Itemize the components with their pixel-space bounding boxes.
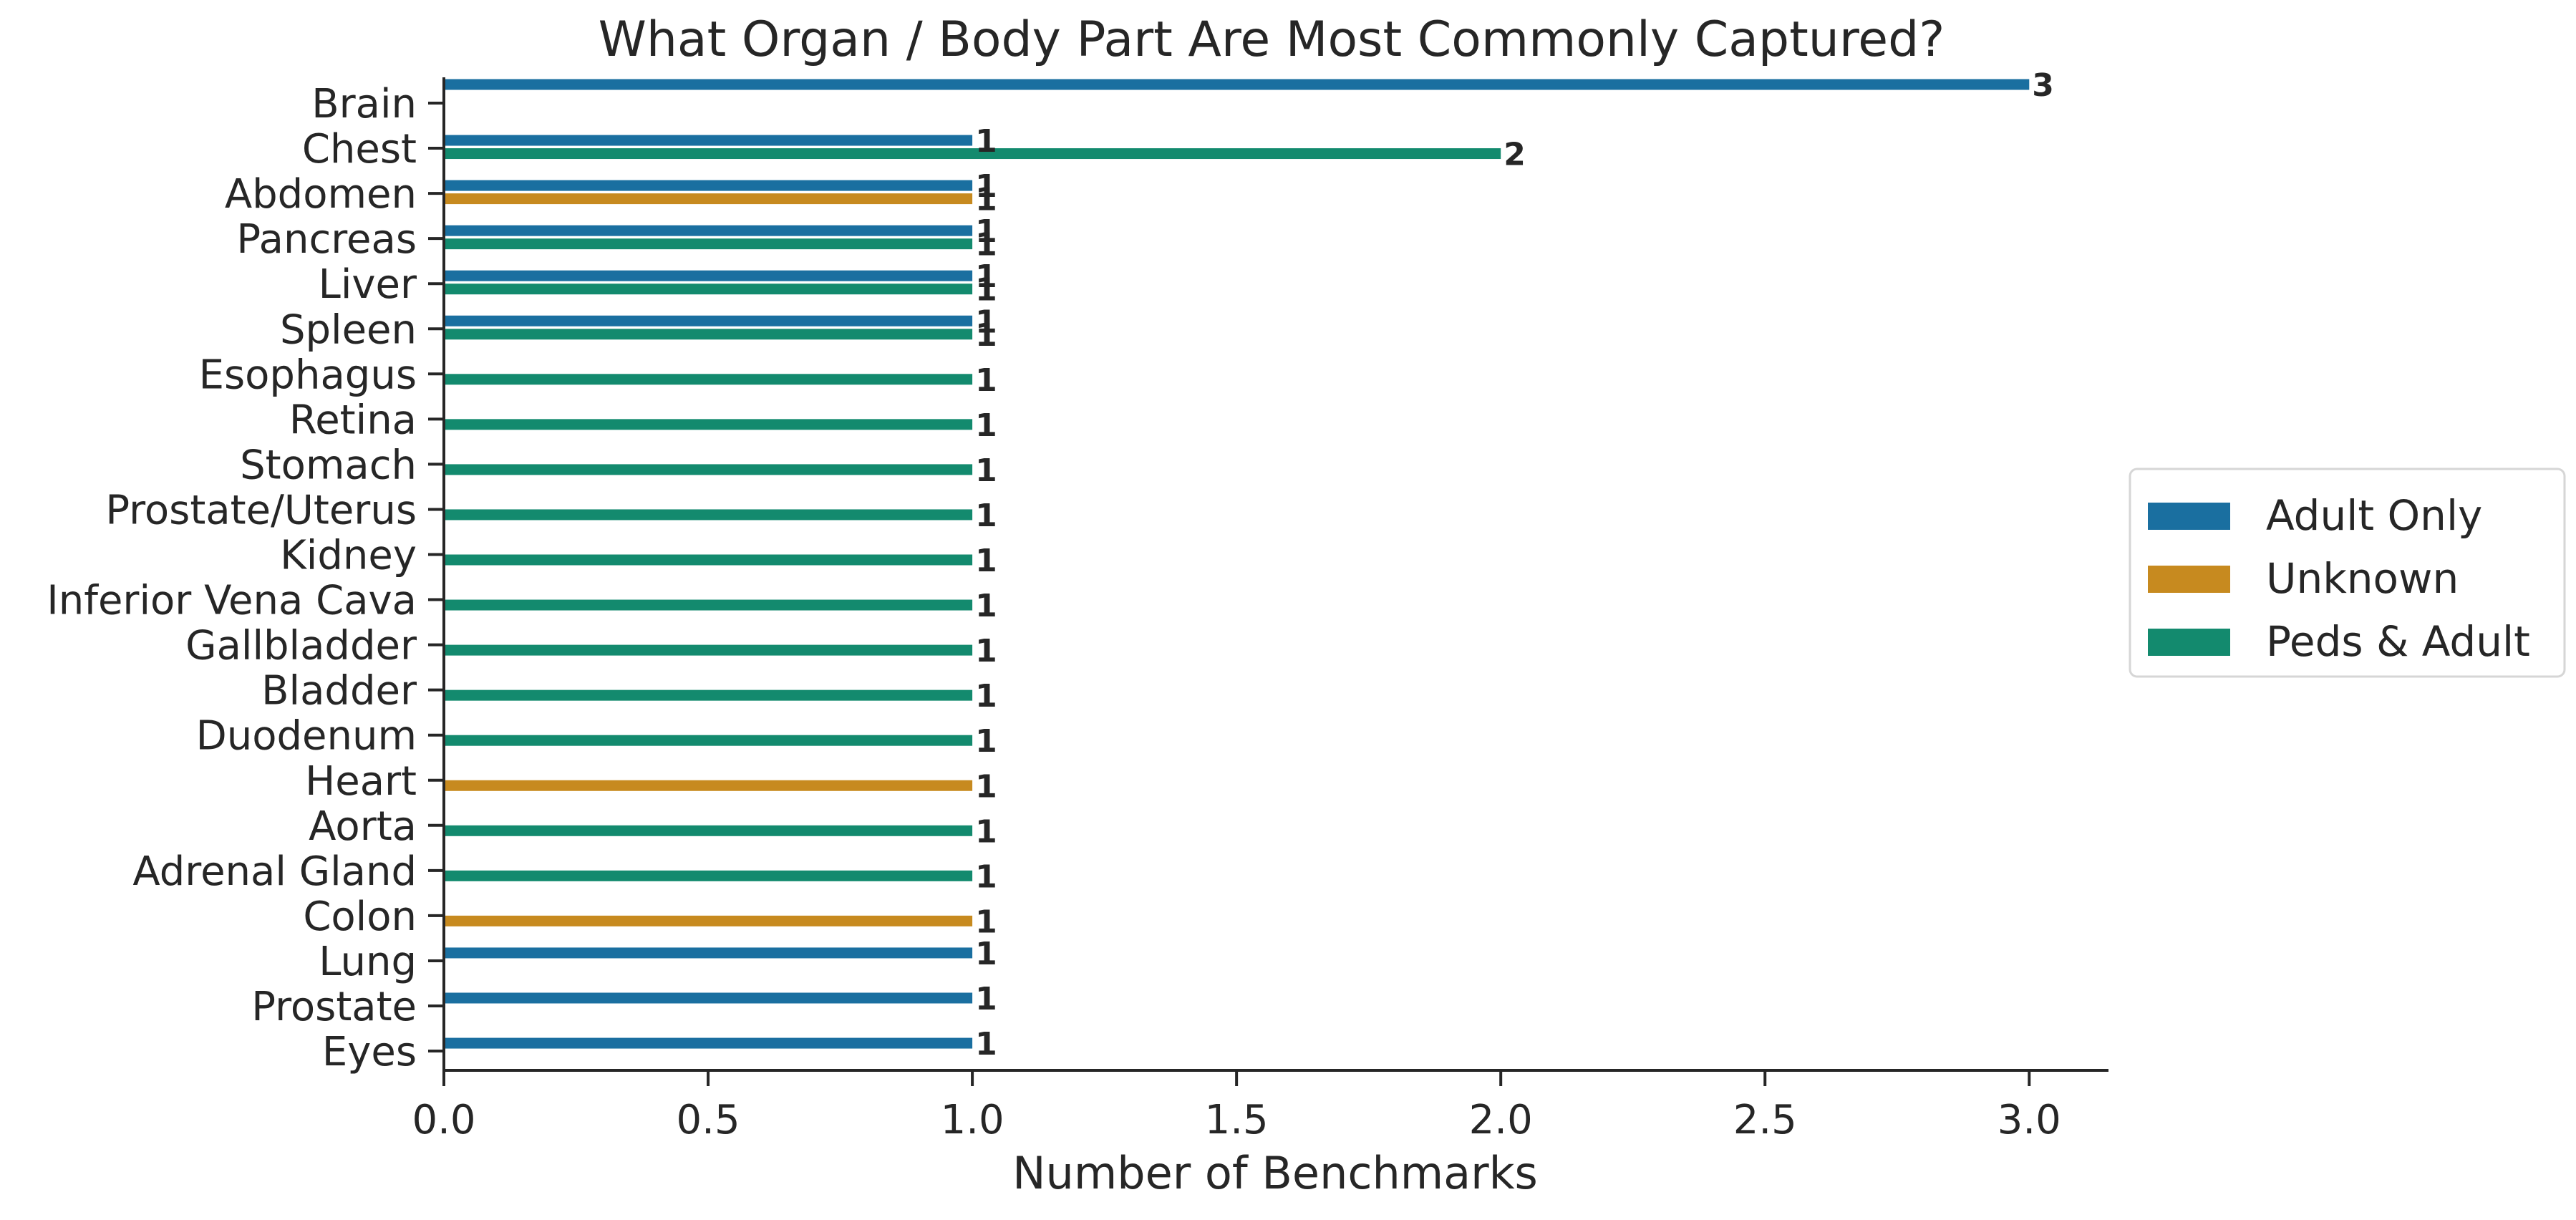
bar-adrenal-gland-peds-adult — [444, 870, 973, 881]
bar-label-prostate-uterus-peds-adult: 1 — [975, 498, 997, 534]
bar-inferior-vena-cava-peds-adult — [444, 599, 973, 611]
bar-label-pancreas-adult-only: 1 — [975, 213, 997, 250]
y-tick-label-duodenum: Duodenum — [196, 713, 417, 760]
bar-spleen-peds-adult — [444, 329, 973, 340]
bar-heart-unknown — [444, 780, 973, 791]
bar-label-prostate-adult-only: 1 — [975, 981, 997, 1017]
y-tick-label-pancreas: Pancreas — [236, 216, 417, 263]
legend-label-unknown: Unknown — [2266, 554, 2459, 603]
y-tick-label-liver: Liver — [319, 261, 417, 308]
x-tick-label: 0.5 — [677, 1097, 740, 1143]
y-axis: BrainChestAbdomenPancreasLiverSpleenEsop… — [47, 77, 445, 1075]
bar-label-aorta-peds-adult: 1 — [975, 813, 997, 850]
bar-pancreas-peds-adult — [444, 238, 973, 250]
bar-prostate-uterus-peds-adult — [444, 509, 973, 521]
bar-liver-peds-adult — [444, 284, 973, 295]
y-tick-label-brain: Brain — [311, 81, 417, 127]
bars-group — [444, 79, 2030, 1049]
y-tick-label-adrenal-gland: Adrenal Gland — [132, 848, 417, 895]
bar-label-gallbladder-peds-adult: 1 — [975, 633, 997, 669]
y-tick-label-spleen: Spleen — [280, 306, 417, 353]
bar-label-bladder-peds-adult: 1 — [975, 678, 997, 715]
bar-label-liver-peds-adult: 1 — [975, 272, 997, 309]
bar-gallbladder-peds-adult — [444, 644, 973, 656]
bar-chest-peds-adult — [444, 148, 1501, 160]
bar-label-stomach-peds-adult: 1 — [975, 452, 997, 489]
bar-label-spleen-peds-adult: 1 — [975, 317, 997, 354]
y-tick-label-aorta: Aorta — [309, 803, 417, 850]
bar-label-colon-unknown: 1 — [975, 904, 997, 940]
bar-aorta-peds-adult — [444, 825, 973, 836]
bar-esophagus-peds-adult — [444, 374, 973, 385]
bar-label-inferior-vena-cava-peds-adult: 1 — [975, 588, 997, 624]
legend-label-adult-only: Adult Only — [2266, 491, 2482, 540]
y-tick-label-lung: Lung — [319, 939, 417, 985]
bar-liver-adult-only — [444, 270, 973, 281]
x-tick-label: 0.0 — [412, 1097, 475, 1143]
bar-label-abdomen-adult-only: 1 — [975, 168, 997, 205]
bar-label-pancreas-peds-adult: 1 — [975, 227, 997, 263]
bar-prostate-adult-only — [444, 992, 973, 1004]
bar-spleen-adult-only — [444, 315, 973, 326]
chart-title: What Organ / Body Part Are Most Commonly… — [599, 11, 1945, 68]
x-axis: 0.0 0.5 1.0 1.5 2.0 2.5 3.0 — [412, 1069, 2108, 1143]
bar-retina-peds-adult — [444, 419, 973, 430]
y-tick-label-abdomen: Abdomen — [225, 171, 417, 218]
legend-frame — [2129, 468, 2566, 678]
bar-bladder-peds-adult — [444, 689, 973, 701]
bar-abdomen-adult-only — [444, 180, 973, 191]
x-tick-label: 2.5 — [1733, 1097, 1797, 1143]
bar-eyes-adult-only — [444, 1037, 973, 1049]
y-tick-label-prostate: Prostate — [251, 984, 417, 1030]
y-tick-label-retina: Retina — [289, 397, 417, 443]
y-tick-label-heart: Heart — [305, 758, 417, 805]
y-tick-label-gallbladder: Gallbladder — [185, 623, 417, 669]
bar-label-chest-adult-only: 1 — [975, 123, 997, 160]
x-axis-label: Number of Benchmarks — [1012, 1147, 1538, 1199]
bar-label-heart-unknown: 1 — [975, 768, 997, 805]
y-tick-label-prostate-uterus: Prostate/Uterus — [105, 487, 417, 533]
y-tick-label-esophagus: Esophagus — [199, 352, 417, 398]
legend-swatch-peds-adult — [2148, 629, 2230, 656]
bar-label-abdomen-unknown: 1 — [975, 182, 997, 218]
y-tick-label-stomach: Stomach — [240, 442, 417, 488]
y-tick-label-inferior-vena-cava: Inferior Vena Cava — [47, 578, 417, 624]
y-tick-label-kidney: Kidney — [280, 533, 417, 579]
bar-colon-unknown — [444, 915, 973, 926]
bar-label-adrenal-gland-peds-adult: 1 — [975, 858, 997, 895]
bar-kidney-peds-adult — [444, 554, 973, 566]
legend-swatch-adult-only — [2148, 503, 2230, 530]
y-tick-label-colon: Colon — [303, 894, 417, 940]
x-tick-label: 1.5 — [1205, 1097, 1269, 1143]
y-tick-label-eyes: Eyes — [322, 1029, 417, 1075]
x-tick-label: 3.0 — [1998, 1097, 2061, 1143]
bar-chest-adult-only — [444, 135, 973, 146]
bar-abdomen-unknown — [444, 193, 973, 205]
bar-label-duodenum-peds-adult: 1 — [975, 723, 997, 760]
legend-label-peds-adult: Peds & Adult — [2266, 617, 2530, 666]
x-tick-label: 1.0 — [941, 1097, 1004, 1143]
legend: Adult Only Unknown Peds & Adult — [2129, 468, 2566, 678]
bar-label-spleen-adult-only: 1 — [975, 304, 997, 340]
x-tick-label: 2.0 — [1469, 1097, 1533, 1143]
bar-label-esophagus-peds-adult: 1 — [975, 362, 997, 399]
bar-label-brain-adult-only: 3 — [2032, 67, 2054, 104]
bar-label-kidney-peds-adult: 1 — [975, 543, 997, 579]
bar-lung-adult-only — [444, 947, 973, 959]
bar-pancreas-adult-only — [444, 225, 973, 236]
y-tick-label-chest: Chest — [302, 126, 417, 173]
bar-label-chest-peds-adult: 2 — [1504, 137, 1526, 173]
y-tick-label-bladder: Bladder — [261, 668, 417, 715]
bar-label-lung-adult-only: 1 — [975, 936, 997, 972]
legend-swatch-unknown — [2148, 566, 2230, 593]
bar-stomach-peds-adult — [444, 464, 973, 475]
bar-duodenum-peds-adult — [444, 735, 973, 746]
bar-label-liver-adult-only: 1 — [975, 258, 997, 295]
bar-label-retina-peds-adult: 1 — [975, 407, 997, 444]
bar-label-eyes-adult-only: 1 — [975, 1026, 997, 1062]
bar-brain-adult-only — [444, 79, 2030, 90]
